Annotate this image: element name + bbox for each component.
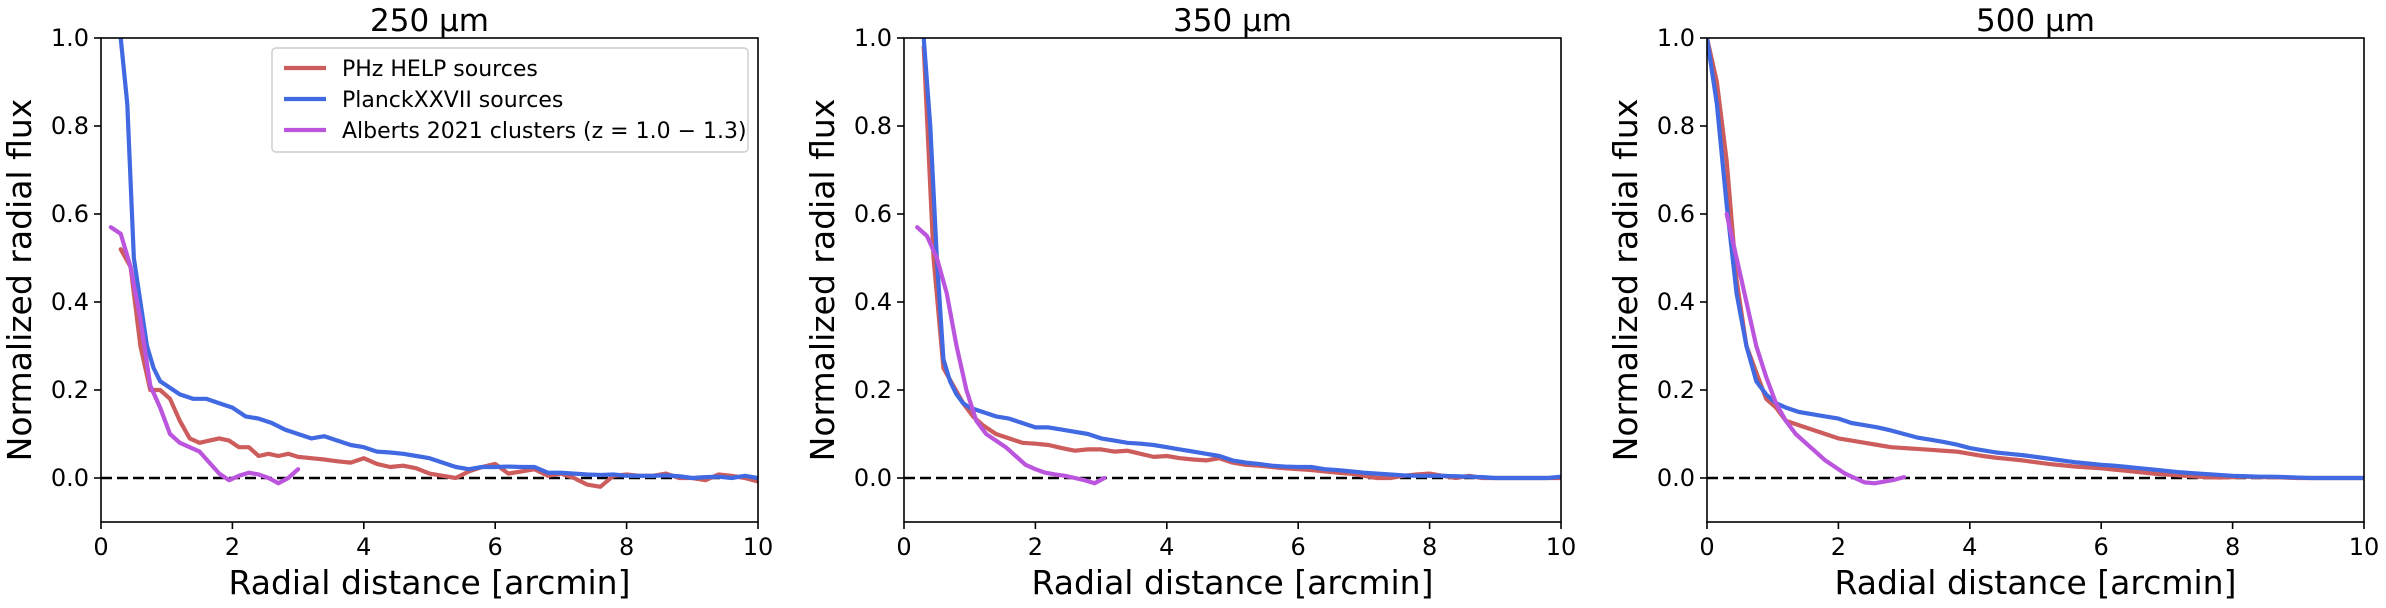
series-line-phz-help-sources bbox=[921, 44, 1561, 481]
y-tick-label: 0.8 bbox=[854, 112, 892, 140]
x-tick-label: 2 bbox=[1831, 533, 1846, 561]
y-tick-label: 0.8 bbox=[1657, 112, 1695, 140]
x-tick-label: 2 bbox=[1028, 533, 1043, 561]
legend-entry-phz-help-sources: PHz HELP sources bbox=[342, 57, 538, 82]
y-tick-label: 0.8 bbox=[51, 112, 89, 140]
legend: PHz HELP sources PlanckXXVII sources Alber… bbox=[271, 47, 749, 153]
panel-250um: 0 2 4 6 8 10 0.0 0.2 0.4 0.6 0.8 1.0 250 μm Radial di… bbox=[0, 3, 773, 602]
series-group bbox=[1707, 38, 2364, 486]
panel-title: 350 μm bbox=[1173, 3, 1292, 39]
series-line-planckxxvii-sources bbox=[921, 38, 1561, 481]
panel-title: 500 μm bbox=[1976, 3, 2095, 39]
series-line-phz-help-sources bbox=[118, 247, 758, 489]
series-line-planckxxvii-sources bbox=[118, 38, 758, 481]
y-axis-label: Normalized radial flux bbox=[803, 99, 842, 462]
x-tick-label: 6 bbox=[1291, 533, 1306, 561]
legend-box bbox=[271, 47, 749, 153]
x-tick-label: 2 bbox=[225, 533, 240, 561]
x-tick-label: 10 bbox=[1546, 533, 1577, 561]
axes-frame bbox=[1706, 37, 2365, 523]
x-tick-label: 10 bbox=[2349, 533, 2380, 561]
legend-entry-planckxxvii-sources: PlanckXXVII sources bbox=[342, 88, 563, 113]
series-line-alberts-2021-clusters-z-1-0-1-3 bbox=[1724, 211, 1907, 486]
y-tick-label: 0.2 bbox=[854, 376, 892, 404]
series-line-alberts-2021-clusters-z-1-0-1-3 bbox=[108, 225, 301, 486]
y-tick-label: 0.0 bbox=[854, 464, 892, 492]
y-tick-label: 1.0 bbox=[1657, 24, 1695, 52]
x-axis-label: Radial distance [arcmin] bbox=[229, 563, 631, 602]
x-tick-label: 0 bbox=[896, 533, 911, 561]
x-tick-label: 8 bbox=[619, 533, 634, 561]
y-tick-label: 0.2 bbox=[1657, 376, 1695, 404]
x-tick-label: 0 bbox=[1699, 533, 1714, 561]
y-tick-label: 0.6 bbox=[1657, 200, 1695, 228]
x-tick-label: 10 bbox=[743, 533, 774, 561]
series-group bbox=[108, 38, 758, 489]
x-axis-label: Radial distance [arcmin] bbox=[1835, 563, 2237, 602]
series-line-alberts-2021-clusters-z-1-0-1-3 bbox=[915, 225, 1107, 486]
x-tick-label: 4 bbox=[1962, 533, 1977, 561]
y-tick-label: 0.6 bbox=[854, 200, 892, 228]
y-tick-label: 1.0 bbox=[51, 24, 89, 52]
panel-500um: 0 2 4 6 8 10 0.0 0.2 0.4 0.6 0.8 1.0 500 μm Radial di… bbox=[1606, 3, 2379, 602]
series-line-planckxxvii-sources bbox=[1707, 38, 2364, 481]
series-group bbox=[915, 38, 1561, 486]
x-tick-label: 8 bbox=[2225, 533, 2240, 561]
panel-title: 250 μm bbox=[370, 3, 489, 39]
x-tick-label: 0 bbox=[93, 533, 108, 561]
y-axis-label: Normalized radial flux bbox=[0, 99, 39, 462]
x-tick-label: 8 bbox=[1422, 533, 1437, 561]
y-tick-label: 0.0 bbox=[51, 464, 89, 492]
x-tick-label: 4 bbox=[356, 533, 371, 561]
y-tick-label: 1.0 bbox=[854, 24, 892, 52]
y-axis-label: Normalized radial flux bbox=[1606, 99, 1645, 462]
x-tick-label: 4 bbox=[1159, 533, 1174, 561]
x-tick-label: 6 bbox=[488, 533, 503, 561]
legend-entry-alberts-2021-clusters-z-1-0-1-3: Alberts 2021 clusters (z = 1.0 − 1.3) bbox=[342, 119, 747, 144]
axes-frame bbox=[100, 37, 759, 523]
y-tick-label: 0.4 bbox=[1657, 288, 1695, 316]
x-axis-label: Radial distance [arcmin] bbox=[1032, 563, 1434, 602]
y-tick-label: 0.2 bbox=[51, 376, 89, 404]
y-tick-label: 0.0 bbox=[1657, 464, 1695, 492]
axes-frame bbox=[903, 37, 1562, 523]
panel-350um: 0 2 4 6 8 10 0.0 0.2 0.4 0.6 0.8 1.0 350 μm Radial di… bbox=[803, 3, 1576, 602]
x-tick-label: 6 bbox=[2094, 533, 2109, 561]
y-tick-label: 0.4 bbox=[51, 288, 89, 316]
y-tick-label: 0.6 bbox=[51, 200, 89, 228]
y-tick-label: 0.4 bbox=[854, 288, 892, 316]
